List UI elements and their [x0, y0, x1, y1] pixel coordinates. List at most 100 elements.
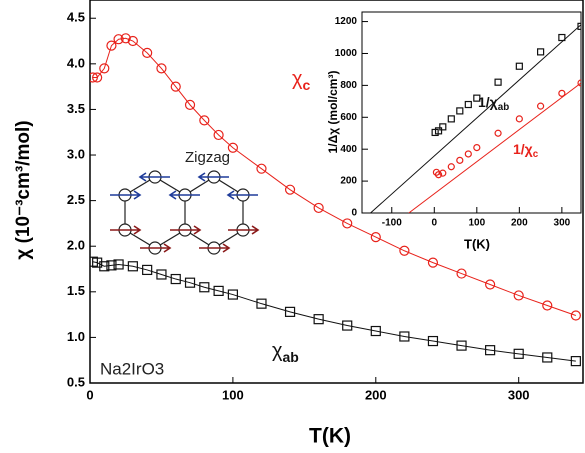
series — [408, 79, 581, 213]
y-tick-label: 0 — [351, 208, 357, 219]
data-point — [456, 340, 467, 351]
data-point — [156, 63, 167, 74]
data-point — [313, 202, 324, 214]
data-point — [342, 320, 353, 331]
y-tick-label: 4.0 — [67, 55, 85, 70]
data-point — [439, 123, 447, 131]
data-point — [199, 115, 210, 126]
data-point — [558, 33, 566, 42]
arrow — [170, 225, 202, 235]
data-point — [342, 218, 353, 229]
y-tick-label: 600 — [340, 112, 357, 123]
x-tick-label: 200 — [511, 218, 528, 229]
data-point — [464, 100, 472, 109]
x-tick-label: 100 — [222, 387, 244, 402]
data-point — [485, 345, 496, 356]
spin-arrows-blue — [110, 172, 258, 200]
data-point — [427, 335, 439, 347]
plot-frame — [89, 0, 584, 384]
series-label-sub: ab — [498, 102, 509, 113]
data-point — [213, 129, 224, 141]
arrow — [199, 243, 231, 253]
data-point — [456, 107, 464, 115]
y-tick-label: 1.0 — [67, 329, 85, 344]
data-point — [184, 99, 196, 110]
spin-arrows-red — [110, 225, 260, 253]
series-label-sub: c — [533, 149, 539, 160]
series-label-name: 1/χ — [513, 141, 533, 157]
data-point — [284, 306, 296, 317]
data-point — [473, 94, 481, 102]
series-line — [92, 37, 577, 316]
data-point — [456, 268, 467, 279]
data-point — [439, 169, 447, 177]
data-point — [99, 261, 110, 272]
arrow — [226, 190, 258, 200]
x-axis-label: T(K) — [464, 236, 490, 251]
y-tick-label: 200 — [340, 176, 357, 187]
data-point — [313, 314, 324, 325]
y-axis-label: 1/Δχ (mol/cm³) — [326, 71, 340, 154]
fit-line — [370, 24, 581, 213]
arrow — [197, 172, 229, 182]
data-point — [537, 102, 545, 110]
data-point — [434, 171, 443, 179]
data-point — [92, 257, 103, 268]
data-point — [456, 156, 464, 164]
x-tick-label: 300 — [508, 387, 530, 402]
data-point — [494, 78, 502, 86]
series-label-name: χ — [292, 68, 303, 90]
data-point — [142, 264, 153, 276]
data-point — [399, 331, 410, 342]
data-point — [184, 277, 196, 288]
data-point — [256, 163, 267, 174]
data-point — [577, 79, 581, 87]
series-line — [92, 261, 576, 362]
y-tick-label: 400 — [340, 144, 357, 155]
data-point — [447, 163, 455, 171]
series-label-sub: ab — [283, 349, 299, 365]
data-point — [485, 279, 496, 290]
data-point — [127, 35, 138, 47]
data-point — [447, 115, 455, 123]
arrow — [138, 172, 170, 182]
data-point — [92, 72, 103, 83]
arrow — [110, 225, 142, 235]
data-point — [113, 34, 124, 45]
data-point — [156, 269, 167, 280]
series — [90, 33, 581, 321]
data-point — [99, 63, 110, 74]
data-point — [227, 142, 238, 153]
data-point — [170, 81, 181, 92]
series-label-sub: c — [303, 77, 311, 93]
data-point — [113, 259, 124, 270]
inset: -100 0 100 200 300 0 200 400 600 800 1000 1200 T(K) 1… — [326, 11, 582, 251]
y-tick-label: 2.0 — [67, 238, 85, 253]
y-tick-label: 0.5 — [67, 374, 85, 389]
data-point — [170, 273, 181, 285]
data-point — [558, 89, 566, 97]
data-point — [213, 285, 224, 296]
y-tick-label: 3.0 — [67, 146, 85, 161]
y-tick-label: 1200 — [335, 16, 358, 27]
data-point — [106, 260, 117, 271]
y-tick-label: 1000 — [335, 48, 358, 59]
series-label: 1/χab — [478, 94, 509, 113]
plot-frame — [361, 11, 582, 214]
x-tick-label: 300 — [554, 218, 571, 229]
x-tick-label: -100 — [382, 218, 402, 229]
y-axis-label: χ (10⁻³cm³/mol) — [13, 120, 34, 259]
data-point — [90, 72, 98, 83]
data-point — [106, 40, 117, 51]
series-label: χab — [272, 340, 299, 364]
series-label: 1/χc — [513, 141, 539, 160]
data-point — [427, 257, 439, 268]
data-point — [494, 129, 502, 137]
data-point — [142, 47, 153, 58]
data-point — [256, 298, 267, 309]
data-point — [464, 150, 472, 158]
y-tick-label: 4.5 — [67, 10, 85, 25]
data-point — [370, 325, 381, 337]
arrow — [110, 190, 142, 200]
